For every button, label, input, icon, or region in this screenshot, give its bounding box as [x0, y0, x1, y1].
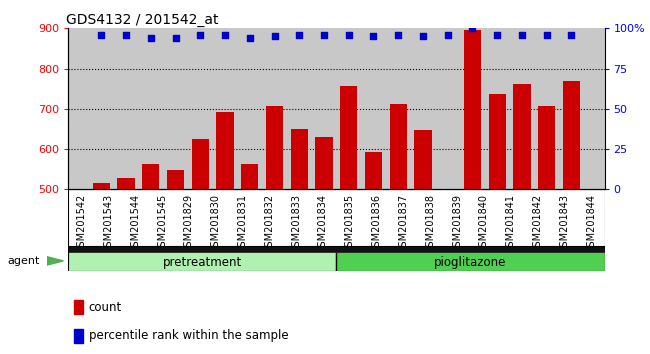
Point: [443, 32, 453, 38]
Text: GSM201835: GSM201835: [344, 194, 355, 253]
Bar: [563, 81, 580, 189]
Point: [566, 32, 577, 38]
Bar: [241, 164, 259, 189]
Bar: [118, 178, 135, 189]
Text: pioglitazone: pioglitazone: [434, 256, 506, 269]
Point: [244, 35, 255, 41]
Bar: [464, 30, 481, 189]
Bar: [514, 84, 530, 189]
Text: GSM201544: GSM201544: [130, 194, 140, 253]
Text: GSM201837: GSM201837: [398, 194, 408, 253]
Bar: [340, 86, 358, 189]
Point: [146, 35, 156, 41]
Point: [492, 32, 502, 38]
Bar: [337, 253, 604, 271]
Text: GSM201545: GSM201545: [157, 194, 167, 253]
Bar: [489, 94, 506, 189]
Bar: [192, 139, 209, 189]
Bar: [414, 130, 432, 189]
Point: [294, 32, 304, 38]
Text: GSM201829: GSM201829: [184, 194, 194, 253]
Text: GSM201841: GSM201841: [506, 194, 515, 253]
Bar: [142, 164, 159, 189]
Bar: [73, 301, 83, 314]
Text: GSM201833: GSM201833: [291, 194, 301, 253]
Bar: [538, 106, 555, 189]
Point: [393, 32, 404, 38]
Text: GDS4132 / 201542_at: GDS4132 / 201542_at: [66, 13, 218, 27]
Bar: [68, 246, 604, 253]
Text: GSM201840: GSM201840: [479, 194, 489, 253]
Text: GSM201542: GSM201542: [77, 194, 86, 253]
Point: [269, 34, 280, 39]
Point: [170, 35, 181, 41]
Point: [418, 34, 428, 39]
Bar: [167, 170, 184, 189]
Point: [517, 32, 527, 38]
Point: [96, 32, 107, 38]
Text: count: count: [88, 301, 122, 314]
Text: GSM201838: GSM201838: [425, 194, 436, 253]
Text: GSM201832: GSM201832: [265, 194, 274, 253]
Bar: [68, 253, 337, 271]
Text: GSM201543: GSM201543: [103, 194, 114, 253]
Point: [369, 34, 379, 39]
Bar: [73, 329, 83, 343]
Text: GSM201839: GSM201839: [452, 194, 462, 253]
Text: agent: agent: [8, 256, 40, 266]
Bar: [92, 183, 110, 189]
Text: GSM201831: GSM201831: [237, 194, 248, 253]
Bar: [365, 152, 382, 189]
Bar: [315, 137, 333, 189]
Text: GSM201842: GSM201842: [532, 194, 543, 253]
Text: GSM201844: GSM201844: [586, 194, 596, 253]
Point: [467, 25, 478, 31]
Bar: [291, 130, 308, 189]
Point: [121, 32, 131, 38]
Bar: [389, 104, 407, 189]
Bar: [216, 112, 234, 189]
Text: percentile rank within the sample: percentile rank within the sample: [88, 329, 288, 342]
Point: [220, 32, 230, 38]
Bar: [266, 107, 283, 189]
Point: [344, 32, 354, 38]
Polygon shape: [47, 257, 64, 265]
Text: GSM201834: GSM201834: [318, 194, 328, 253]
Text: GSM201830: GSM201830: [211, 194, 221, 253]
Point: [195, 32, 205, 38]
Text: GSM201836: GSM201836: [372, 194, 382, 253]
Point: [541, 32, 552, 38]
Text: pretreatment: pretreatment: [162, 256, 242, 269]
Text: GSM201843: GSM201843: [559, 194, 569, 253]
Point: [318, 32, 329, 38]
